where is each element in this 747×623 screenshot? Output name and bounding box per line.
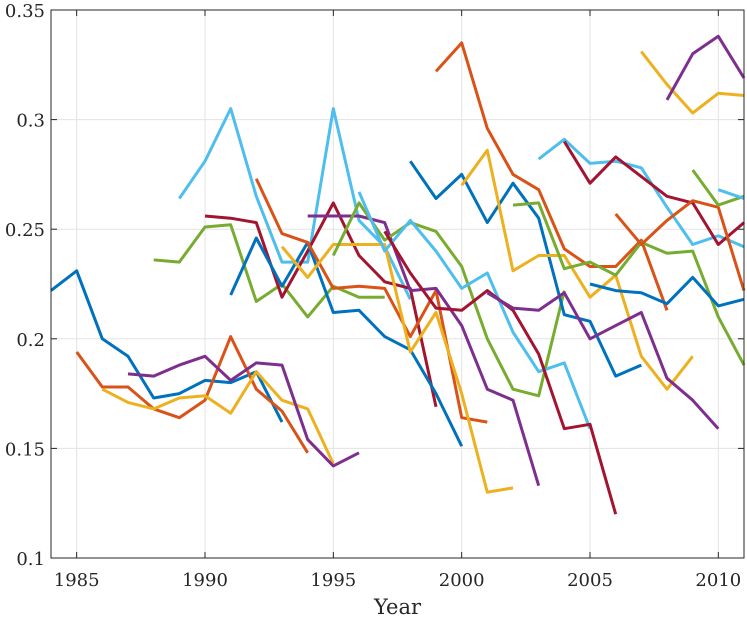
series-line-blue-4 [589,275,745,308]
series-line-green-3 [512,201,746,366]
y-tick-label: 0.35 [5,1,45,22]
series-line-lightblue-4 [717,188,745,200]
y-tick-label: 0.15 [5,439,45,460]
series-line-red-1 [204,201,438,408]
x-tick-label: 1995 [310,570,356,591]
series-line-yellow-4 [640,50,745,115]
x-tick-label: 1990 [182,570,228,591]
series-line-lightblue-3 [537,137,745,249]
series-line-green-4 [691,169,745,207]
series-line-orange-1 [75,335,309,454]
y-tick-label: 0.1 [16,549,45,570]
series-line-green-1 [153,223,385,319]
y-tick-label: 0.2 [16,330,45,351]
series-line-orange-3 [434,41,669,311]
x-tick-label: 2010 [695,570,741,591]
x-tick-label: 2000 [439,570,485,591]
series-line-lightblue-2 [357,191,592,430]
series-line-yellow-2 [280,243,514,494]
x-tick-label: 2005 [567,570,613,591]
x-axis-tick-labels: 1985 1990 1995 2000 2005 2010 [54,570,741,591]
x-tick-label: 1985 [54,570,100,591]
series-line-red-2 [383,230,618,515]
series-line-blue-3 [409,160,642,378]
series-line-red-3 [563,140,745,246]
series-line-green-2 [331,201,566,398]
series-line-yellow-3 [460,148,694,391]
series-line-blue-1 [50,269,284,423]
series-line-purple-3 [486,291,720,430]
series-line-orange-2 [254,178,488,424]
series-line-orange-4 [614,199,746,292]
y-tick-label: 0.3 [16,111,45,132]
series-line-blue-2 [229,236,464,447]
series-line-purple-4 [665,34,746,101]
plot-frame [50,9,745,559]
series-lines [50,34,746,515]
y-tick-label: 0.25 [5,220,45,241]
x-axis-title: Year [373,595,422,619]
axis-ticks [51,9,744,559]
y-axis-tick-labels: 0.1 0.15 0.2 0.25 0.3 0.35 [5,1,45,570]
series-line-purple-1 [127,354,360,468]
